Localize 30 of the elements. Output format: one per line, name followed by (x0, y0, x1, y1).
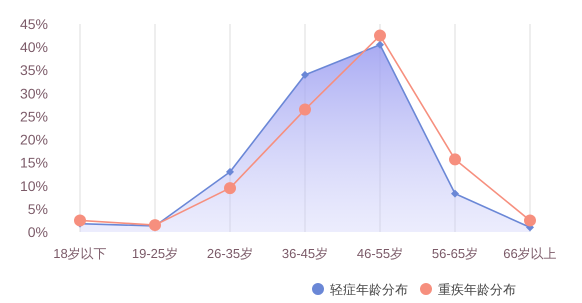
legend-label: 重疾年龄分布 (438, 282, 516, 297)
point (149, 219, 161, 232)
y-tick-label: 10% (20, 178, 48, 194)
y-tick-label: 0% (28, 224, 48, 240)
y-tick-label: 35% (20, 62, 48, 78)
point (451, 190, 459, 198)
y-tick-label: 40% (20, 39, 48, 56)
point (299, 104, 311, 116)
x-tick-label: 46-55岁 (356, 246, 404, 261)
point (374, 30, 386, 42)
x-tick-label: 36-45岁 (282, 246, 328, 261)
legend-label: 轻症年龄分布 (330, 282, 408, 297)
y-tick-label: 5% (28, 200, 48, 217)
point (376, 40, 384, 49)
point (449, 153, 461, 166)
point (226, 168, 234, 176)
point (224, 182, 236, 194)
x-tick-label: 56-65岁 (432, 246, 478, 261)
x-tick-label: 66岁以上 (503, 246, 557, 261)
point (524, 214, 536, 226)
y-tick-label: 30% (20, 85, 48, 102)
y-tick-label: 20% (20, 132, 48, 148)
x-tick-label: 26-35岁 (206, 246, 254, 261)
y-tick-label: 25% (20, 108, 48, 124)
point (301, 70, 309, 79)
y-tick-label: 45% (20, 16, 48, 32)
point (74, 214, 86, 226)
x-tick-label: 18岁以下 (53, 246, 107, 261)
y-tick-label: 15% (20, 154, 48, 171)
x-tick-label: 19-25岁 (132, 246, 178, 261)
